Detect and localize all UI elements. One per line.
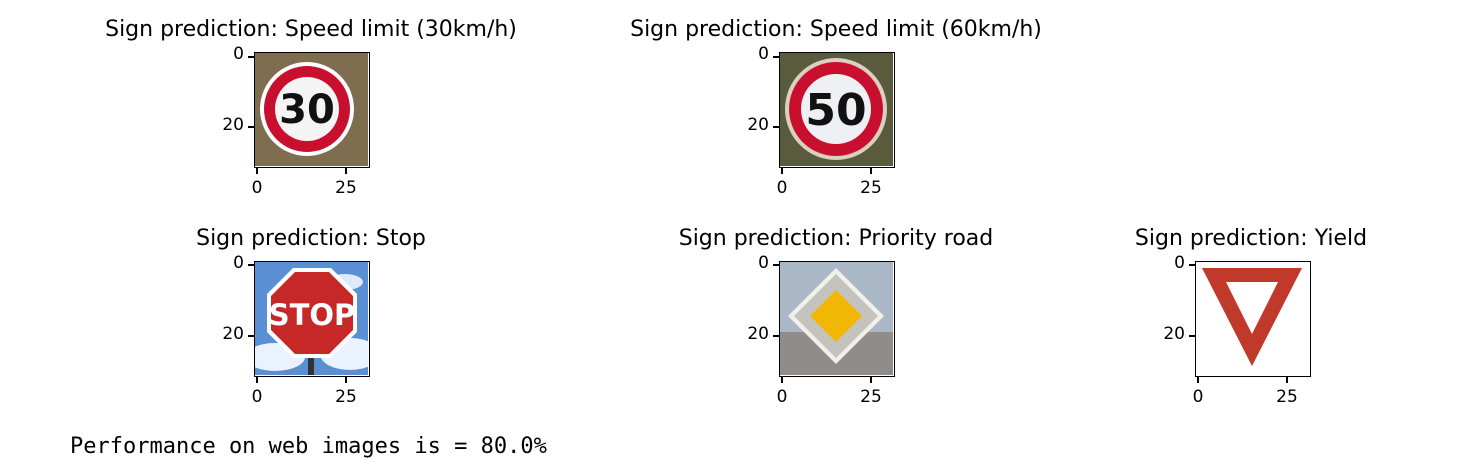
y-tick-label: 0 <box>233 44 244 64</box>
sign-text: 50 <box>805 85 866 136</box>
stop-sign-icon: STOP <box>255 262 368 375</box>
image-axes <box>779 261 895 377</box>
speed-limit-30-sign-icon: 30 <box>255 53 368 166</box>
y-tick-label: 20 <box>747 115 769 135</box>
subplot-title: Sign prediction: Priority road <box>678 226 994 251</box>
x-tick-label: 0 <box>251 387 263 407</box>
y-tick-label: 0 <box>758 44 769 64</box>
x-tick-label: 25 <box>335 178 357 198</box>
subplot-title: Sign prediction: Stop <box>196 226 426 251</box>
y-tick-label: 20 <box>222 115 244 135</box>
image-axes: 50 <box>779 52 895 168</box>
sign-text: STOP <box>269 298 356 332</box>
x-tick-label: 0 <box>1192 387 1204 407</box>
priority-road-sign-icon <box>780 262 893 375</box>
subplot-title: Sign prediction: Speed limit (60km/h) <box>630 17 1042 42</box>
subplot-title: Sign prediction: Speed limit (30km/h) <box>105 17 517 42</box>
image-axes: STOP <box>254 261 370 377</box>
yield-sign-icon <box>1196 262 1309 375</box>
x-tick-label: 0 <box>251 178 263 198</box>
x-tick-label: 25 <box>1276 387 1298 407</box>
x-tick-label: 25 <box>860 178 882 198</box>
cell-output-text: Performance on web images is = 80.0% <box>70 434 547 459</box>
y-tick-label: 20 <box>747 324 769 344</box>
sign-text: 30 <box>279 87 335 133</box>
x-tick-label: 0 <box>776 178 788 198</box>
image-axes: 30 <box>254 52 370 168</box>
speed-limit-50-sign-icon: 50 <box>780 53 893 166</box>
image-axes <box>1195 261 1311 377</box>
y-tick-label: 0 <box>1174 253 1185 273</box>
x-tick-label: 0 <box>776 387 788 407</box>
y-tick-label: 0 <box>758 253 769 273</box>
y-tick-label: 0 <box>233 253 244 273</box>
x-tick-label: 25 <box>335 387 357 407</box>
x-tick-label: 25 <box>860 387 882 407</box>
y-tick-label: 20 <box>1163 324 1185 344</box>
y-tick-label: 20 <box>222 324 244 344</box>
subplot-title: Sign prediction: Yield <box>1134 226 1368 251</box>
